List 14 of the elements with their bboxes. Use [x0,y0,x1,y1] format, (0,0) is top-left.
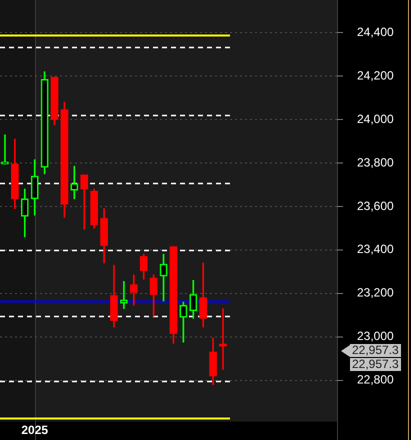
y-tick-label: 23,600 [357,198,394,213]
candlestick [219,308,227,370]
y-tick-label: 22,800 [357,372,394,387]
text: 22,957.3 [350,343,401,358]
text: 22,957.3 [350,357,401,372]
y-tick-label: 24,000 [357,112,394,126]
y-tick-label: 23,400 [357,242,394,256]
y-tick-label: 23,800 [357,155,394,170]
y-tick-label: 23,200 [357,286,394,300]
y-tick-label: 23,000 [357,329,394,344]
y-tick-label: 24,400 [357,24,394,39]
x-tick-label: 2025 [21,423,48,438]
y-tick-label: 24,200 [357,68,394,82]
candlestick [1,134,9,164]
